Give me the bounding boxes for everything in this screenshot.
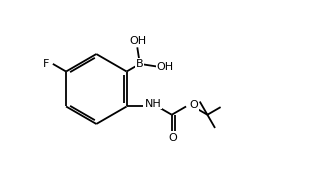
Text: OH: OH [157, 62, 174, 72]
Text: O: O [169, 133, 177, 143]
Text: OH: OH [130, 36, 147, 46]
Text: B: B [136, 59, 144, 69]
Text: O: O [189, 100, 198, 110]
Text: F: F [43, 59, 49, 69]
Text: NH: NH [145, 99, 162, 109]
